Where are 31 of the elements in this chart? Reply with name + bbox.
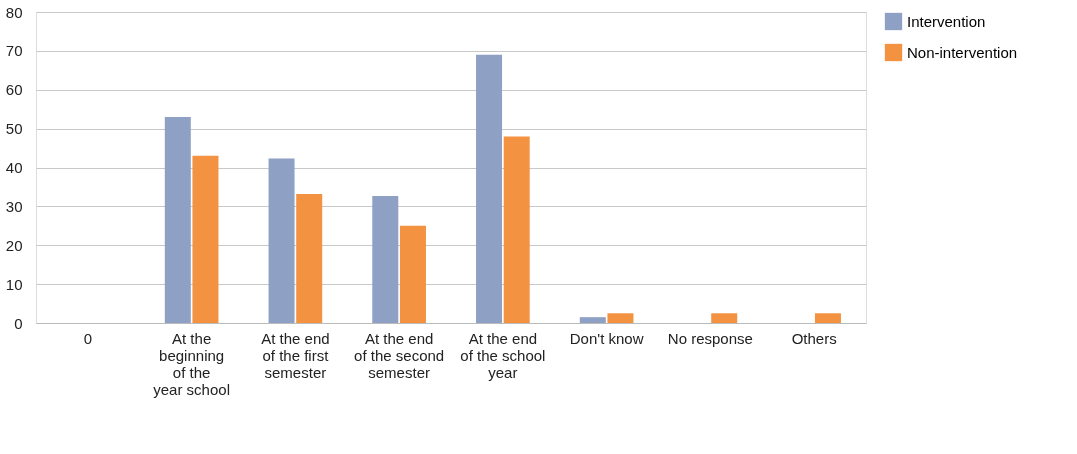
bar (503, 136, 530, 323)
y-tick-label: 50 (5, 120, 23, 138)
bar (268, 158, 295, 323)
y-tick-label: 70 (5, 42, 23, 60)
legend-label: Intervention (907, 12, 986, 30)
y-tick-label: 30 (5, 197, 23, 215)
bar (399, 225, 426, 323)
y-tick-label: 20 (5, 236, 23, 254)
y-tick-label: 40 (5, 159, 23, 176)
x-tick-label: No response (667, 329, 753, 347)
x-tick-label: Others (791, 329, 837, 347)
bar (814, 313, 841, 323)
x-tick-label: At the end of the first semester (261, 329, 330, 381)
y-tick-label: 80 (5, 3, 23, 21)
x-tick-label: 0 (83, 329, 93, 347)
legend-label: Non-intervention (907, 43, 1018, 61)
y-tick-label: 0 (14, 314, 23, 332)
bar (372, 195, 399, 323)
bar (607, 313, 634, 323)
bar (476, 54, 503, 323)
x-tick-label: At the beginning of the year school (153, 329, 230, 398)
bar (164, 116, 191, 323)
y-tick-label: 60 (5, 81, 23, 99)
x-tick-label: At the end of the second semester (354, 329, 445, 381)
x-tick-label: At the end of the school year (460, 329, 546, 381)
bar (711, 313, 738, 323)
bar (296, 193, 323, 323)
y-tick-label: 10 (5, 275, 23, 293)
bar (192, 155, 219, 323)
x-tick-label: Don't know (569, 329, 644, 347)
bar (579, 317, 606, 323)
